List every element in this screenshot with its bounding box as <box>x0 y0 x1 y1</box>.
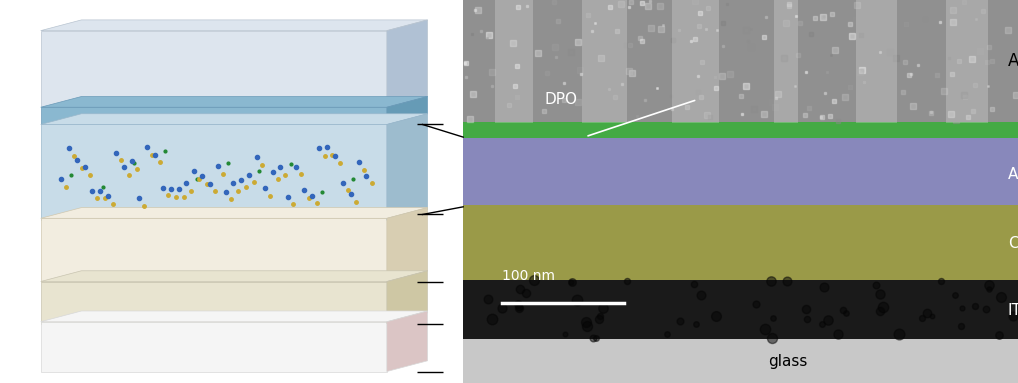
Bar <box>463 0 1018 383</box>
FancyBboxPatch shape <box>41 218 387 282</box>
Bar <box>463 122 1018 138</box>
Text: Al: Al <box>1008 52 1018 70</box>
Bar <box>856 0 897 123</box>
FancyBboxPatch shape <box>41 322 387 372</box>
Polygon shape <box>387 97 428 124</box>
Polygon shape <box>41 114 428 124</box>
Bar <box>463 205 1018 280</box>
FancyBboxPatch shape <box>41 124 387 220</box>
Polygon shape <box>41 271 428 282</box>
Polygon shape <box>387 208 428 282</box>
Bar <box>496 0 532 123</box>
Text: DPO: DPO <box>545 92 577 107</box>
Polygon shape <box>387 20 428 107</box>
FancyBboxPatch shape <box>41 31 387 107</box>
Bar <box>463 138 1018 205</box>
Bar <box>463 0 1018 122</box>
Text: ITO: ITO <box>1008 303 1018 318</box>
FancyBboxPatch shape <box>41 107 387 124</box>
Text: CuSCN: CuSCN <box>1008 236 1018 251</box>
Bar <box>463 339 1018 383</box>
Bar <box>774 0 798 123</box>
Text: glass: glass <box>769 354 807 370</box>
Bar <box>946 0 988 123</box>
Text: Acceptor: Acceptor <box>1008 167 1018 182</box>
Bar <box>582 0 627 123</box>
FancyBboxPatch shape <box>41 282 387 324</box>
Polygon shape <box>387 311 428 372</box>
Polygon shape <box>41 311 428 322</box>
Polygon shape <box>387 271 428 324</box>
Bar <box>463 280 1018 339</box>
Polygon shape <box>41 208 428 218</box>
Polygon shape <box>41 97 428 107</box>
Bar <box>672 0 719 123</box>
Polygon shape <box>41 20 428 31</box>
Text: 100 nm: 100 nm <box>502 269 555 283</box>
Polygon shape <box>387 114 428 220</box>
